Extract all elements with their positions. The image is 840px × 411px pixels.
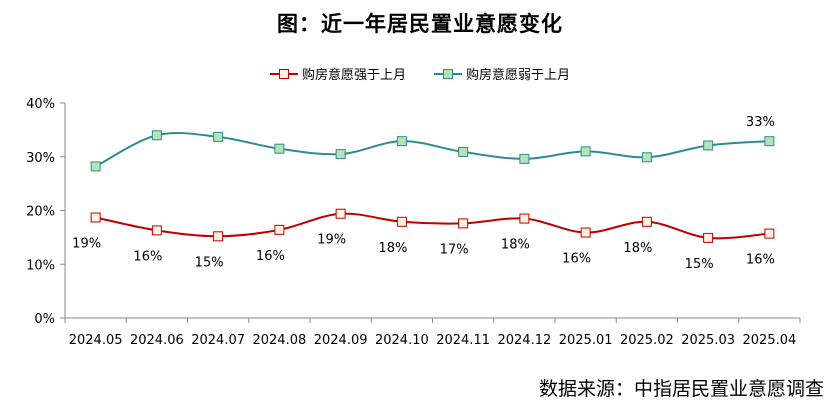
legend-label-weak: 购房意愿弱于上月 [466, 68, 571, 83]
legend-item-strong: 购房意愿强于上月 [269, 64, 406, 83]
data-point-strong [703, 232, 714, 243]
data-point-weak [703, 140, 714, 151]
x-tick-label: 2024.10 [375, 333, 429, 348]
x-tick-label: 2025.01 [559, 333, 613, 348]
legend-swatch-weak [434, 68, 462, 80]
data-point-weak [335, 149, 346, 160]
data-point-strong [274, 224, 285, 235]
data-label-strong: 15% [195, 255, 224, 270]
x-tick-label: 2024.08 [252, 333, 306, 348]
data-point-strong [580, 227, 591, 238]
x-tick-label: 2024.05 [69, 333, 123, 348]
data-point-strong [335, 208, 346, 219]
data-point-strong [641, 216, 652, 227]
data-point-weak [396, 136, 407, 147]
data-point-weak [151, 130, 162, 141]
data-point-weak [519, 153, 530, 164]
data-point-strong [519, 213, 530, 224]
data-label-strong: 18% [623, 241, 652, 256]
x-tick-label: 2025.04 [742, 333, 796, 348]
y-tick-label: 10% [26, 258, 55, 273]
y-tick-label: 20% [26, 205, 55, 220]
x-tick-label: 2024.09 [314, 333, 368, 348]
data-point-weak [580, 146, 591, 157]
data-point-weak [641, 152, 652, 163]
data-point-strong [396, 216, 407, 227]
legend-label-strong: 购房意愿强于上月 [301, 68, 406, 83]
data-point-weak [764, 136, 775, 147]
x-tick-label: 2024.11 [436, 333, 490, 348]
data-point-weak [213, 131, 224, 142]
data-label-strong: 16% [256, 249, 285, 264]
data-label-strong: 19% [317, 233, 346, 248]
x-tick-label: 2025.02 [620, 333, 674, 348]
legend: 购房意愿强于上月 购房意愿弱于上月 [0, 64, 840, 83]
data-point-strong [764, 228, 775, 239]
data-point-weak [274, 143, 285, 154]
data-point-strong [90, 212, 101, 223]
legend-swatch-strong [269, 68, 298, 80]
data-point-strong [213, 231, 224, 242]
data-label-strong: 18% [378, 241, 407, 256]
data-label-strong: 19% [72, 236, 101, 251]
data-label-strong: 16% [562, 252, 591, 267]
x-tick-label: 2024.12 [497, 333, 551, 348]
series-line-weak [95, 132, 770, 168]
y-tick-label: 0% [34, 312, 55, 327]
data-point-weak [90, 161, 101, 172]
y-tick-label: 30% [26, 151, 55, 166]
data-label-weak: 33% [746, 115, 775, 130]
source-note: 数据来源：中指居民置业意愿调查 [538, 378, 824, 400]
data-point-weak [458, 146, 469, 157]
y-tick-label: 40% [26, 97, 55, 112]
x-tick-label: 2024.06 [130, 333, 184, 348]
chart-title: 图：近一年居民置业意愿变化 [277, 12, 563, 36]
legend-item-weak: 购房意愿弱于上月 [434, 64, 570, 83]
data-point-strong [151, 225, 162, 236]
series-line-strong [95, 212, 770, 240]
data-label-strong: 17% [440, 242, 469, 257]
x-tick-label: 2025.03 [681, 333, 735, 348]
data-label-strong: 16% [133, 249, 162, 264]
data-point-strong [458, 218, 469, 229]
data-label-strong: 16% [746, 253, 775, 268]
data-label-strong: 18% [501, 238, 530, 253]
data-label-strong: 15% [685, 257, 714, 272]
x-tick-label: 2024.07 [191, 333, 245, 348]
